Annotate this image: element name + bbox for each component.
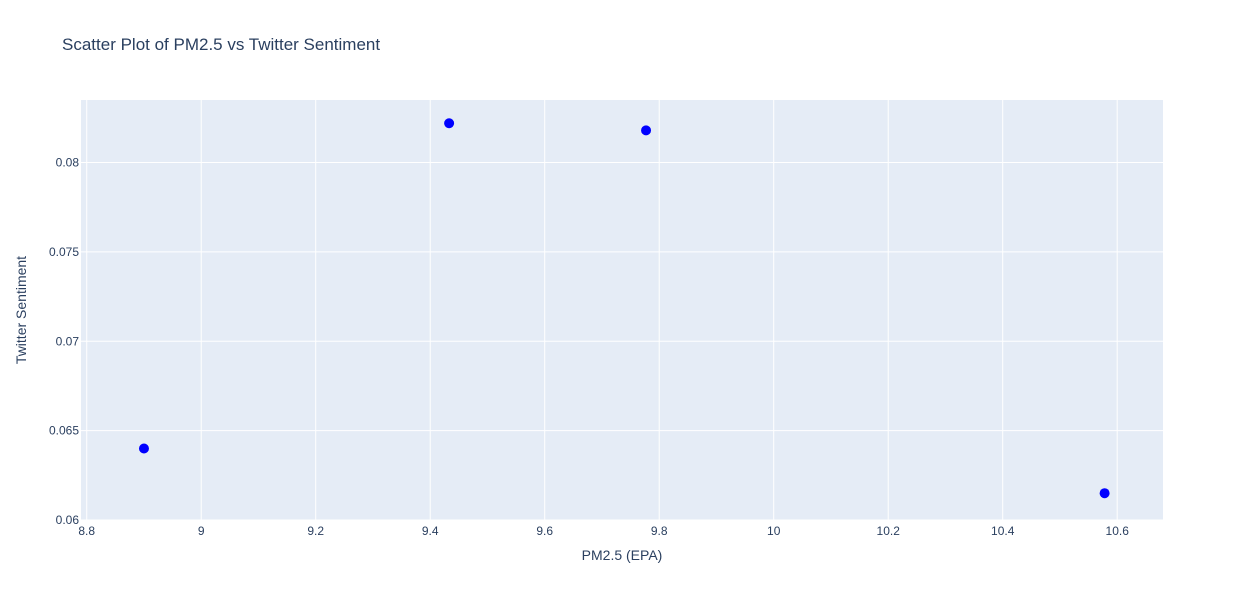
- x-tick-label: 10.2: [877, 524, 901, 538]
- y-axis-ticks: 0.06 0.065 0.07 0.075 0.08: [49, 156, 79, 527]
- x-tick-label: 10.4: [991, 524, 1015, 538]
- x-tick-label: 8.8: [78, 524, 95, 538]
- x-tick-label: 9.6: [536, 524, 553, 538]
- x-tick-label: 10: [767, 524, 781, 538]
- chart-title: Scatter Plot of PM2.5 vs Twitter Sentime…: [62, 35, 380, 54]
- x-tick-label: 9: [198, 524, 205, 538]
- scatter-point: [641, 125, 652, 136]
- x-tick-label: 9.8: [651, 524, 668, 538]
- x-tick-label: 9.4: [422, 524, 439, 538]
- y-tick-label: 0.075: [49, 245, 79, 259]
- data-points: [138, 118, 1110, 499]
- x-axis-title: PM2.5 (EPA): [582, 547, 663, 563]
- y-axis-title: Twitter Sentiment: [13, 256, 29, 364]
- x-tick-label: 9.2: [307, 524, 324, 538]
- scatter-point: [138, 443, 149, 454]
- x-tick-label: 10.6: [1106, 524, 1130, 538]
- x-axis-ticks: 8.8 9 9.2 9.4 9.6 9.8 10 10.2 10.4 10.6: [78, 524, 1129, 538]
- y-tick-label: 0.06: [56, 513, 80, 527]
- y-tick-label: 0.07: [56, 334, 80, 348]
- scatter-point: [444, 118, 455, 129]
- grid-lines: [81, 100, 1163, 521]
- plot-area: [81, 100, 1163, 520]
- y-tick-label: 0.08: [56, 156, 80, 170]
- scatter-point: [1099, 488, 1110, 499]
- y-tick-label: 0.065: [49, 424, 79, 438]
